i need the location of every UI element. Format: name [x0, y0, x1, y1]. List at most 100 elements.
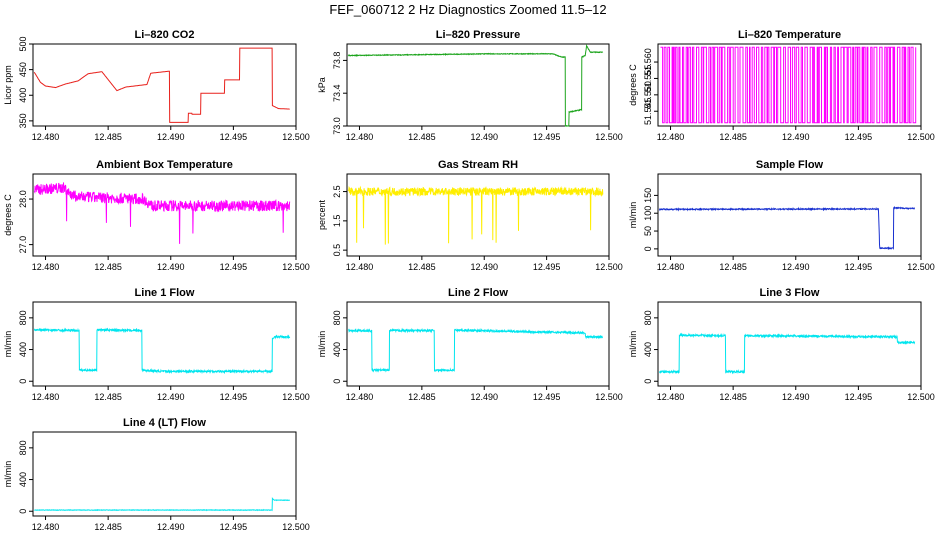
x-tick-label: 12.485: [94, 522, 122, 532]
y-axis-label: ml/min: [317, 331, 327, 358]
panel-title: Line 1 Flow: [135, 287, 195, 299]
y-axis-label: ml/min: [3, 461, 13, 488]
x-tick-label: 12.495: [533, 132, 561, 142]
y-tick-label: 450: [18, 62, 28, 77]
x-tick-label: 12.495: [220, 132, 248, 142]
y-axis-label: kPa: [317, 77, 327, 93]
y-tick-label: 1.5: [332, 215, 342, 228]
x-tick-label: 12.495: [220, 392, 248, 402]
y-axis-label: degrees C: [3, 194, 13, 236]
y-tick-label: 73.0: [332, 117, 342, 135]
x-tick-label: 12.500: [282, 522, 310, 532]
x-tick-label: 12.480: [346, 392, 374, 402]
panel-title: Line 2 Flow: [448, 287, 508, 299]
y-tick-label: 800: [643, 310, 653, 325]
x-tick-label: 12.495: [845, 132, 873, 142]
panel-title: Li–820 CO2: [135, 29, 195, 41]
x-tick-label: 12.480: [32, 392, 60, 402]
x-tick-label: 12.500: [595, 262, 623, 272]
y-tick-label: 0: [643, 379, 653, 384]
y-tick-label: 27.0: [18, 236, 28, 254]
y-tick-label: 400: [18, 342, 28, 357]
plot-frame: [657, 43, 922, 127]
x-axis: 12.480 12.485 12.490 12.495 12.500: [657, 256, 935, 272]
y-tick-label: 73.4: [332, 84, 342, 102]
x-axis: 12.480 12.485 12.490 12.495 12.500: [657, 126, 935, 142]
x-tick-label: 12.480: [32, 132, 60, 142]
x-tick-label: 12.500: [907, 262, 935, 272]
y-tick-label: 0.5: [332, 244, 342, 257]
x-tick-label: 12.480: [657, 262, 685, 272]
x-tick-label: 12.480: [32, 522, 60, 532]
x-axis: 12.480 12.485 12.490 12.495 12.500: [346, 126, 623, 142]
x-tick-label: 12.500: [595, 392, 623, 402]
panel-title: Ambient Box Temperature: [96, 159, 233, 171]
x-tick-label: 12.500: [907, 392, 935, 402]
x-axis: 12.480 12.485 12.490 12.495 12.500: [32, 126, 310, 142]
x-tick-label: 12.480: [32, 262, 60, 272]
x-tick-label: 12.490: [470, 262, 498, 272]
y-tick-label: 0: [18, 509, 28, 514]
x-tick-label: 12.490: [157, 132, 185, 142]
data-line: [658, 205, 915, 251]
chart-panel-8: Line 2 Flow 12.480 12.485 12.490 12.495 12.50…: [317, 287, 623, 402]
y-tick-label: 800: [18, 310, 28, 325]
y-tick-label: 2.5: [332, 185, 342, 198]
y-tick-label: 51.560: [643, 48, 653, 76]
panel-title: Li–820 Pressure: [436, 29, 520, 41]
y-tick-label: 0: [18, 379, 28, 384]
chart-panel-6: Sample Flow 12.480 12.485 12.490 12.495 12.50…: [628, 159, 935, 272]
y-tick-label: 800: [18, 440, 28, 455]
plot-frame: [32, 301, 297, 387]
y-axis-label: ml/min: [628, 331, 638, 358]
x-tick-label: 12.495: [533, 392, 561, 402]
x-tick-label: 12.485: [719, 262, 747, 272]
plot-frame: [657, 173, 922, 257]
x-tick-label: 12.490: [470, 392, 498, 402]
data-line: [33, 47, 290, 123]
y-tick-label: 400: [18, 472, 28, 487]
panel-title: Line 3 Flow: [760, 287, 820, 299]
x-tick-label: 12.485: [408, 132, 436, 142]
x-tick-label: 12.485: [94, 392, 122, 402]
y-tick-label: 51.545: [643, 97, 653, 125]
plot-frame: [657, 301, 922, 387]
y-tick-label: 400: [18, 88, 28, 103]
panel-title: Li–820 Temperature: [738, 29, 841, 41]
x-tick-label: 12.495: [220, 262, 248, 272]
y-axis: 0.5 1.5 2.5: [332, 185, 347, 256]
y-axis-label: percent: [317, 199, 327, 230]
data-line: [658, 332, 916, 375]
plot-frame: [346, 43, 610, 127]
x-tick-label: 12.490: [782, 132, 810, 142]
y-tick-label: 51.550: [643, 81, 653, 109]
y-axis: 350 400 450 500: [18, 36, 33, 128]
x-tick-label: 12.490: [157, 522, 185, 532]
x-tick-label: 12.480: [346, 262, 374, 272]
x-tick-label: 12.480: [346, 132, 374, 142]
x-axis: 12.480 12.485 12.490 12.495 12.500: [32, 386, 310, 402]
chart-panel-7: Line 1 Flow 12.480 12.485 12.490 12.495 12.50…: [3, 287, 310, 402]
y-axis: 0 50 100 150: [643, 188, 658, 251]
y-axis: 0 400 800: [643, 310, 658, 384]
x-tick-label: 12.490: [782, 262, 810, 272]
y-tick-label: 350: [18, 113, 28, 128]
y-tick-label: 100: [643, 206, 653, 221]
y-tick-label: 800: [332, 310, 342, 325]
x-axis: 12.480 12.485 12.490 12.495 12.500: [346, 256, 623, 272]
x-tick-label: 12.500: [907, 132, 935, 142]
x-tick-label: 12.480: [657, 132, 685, 142]
y-tick-label: 400: [643, 342, 653, 357]
y-axis-label: ml/min: [3, 331, 13, 358]
y-tick-label: 400: [332, 342, 342, 357]
y-tick-label: 73.8: [332, 52, 342, 70]
data-line: [660, 46, 917, 124]
plot-frame: [346, 173, 610, 257]
x-tick-label: 12.480: [657, 392, 685, 402]
data-line: [33, 182, 291, 244]
x-tick-label: 12.485: [94, 262, 122, 272]
